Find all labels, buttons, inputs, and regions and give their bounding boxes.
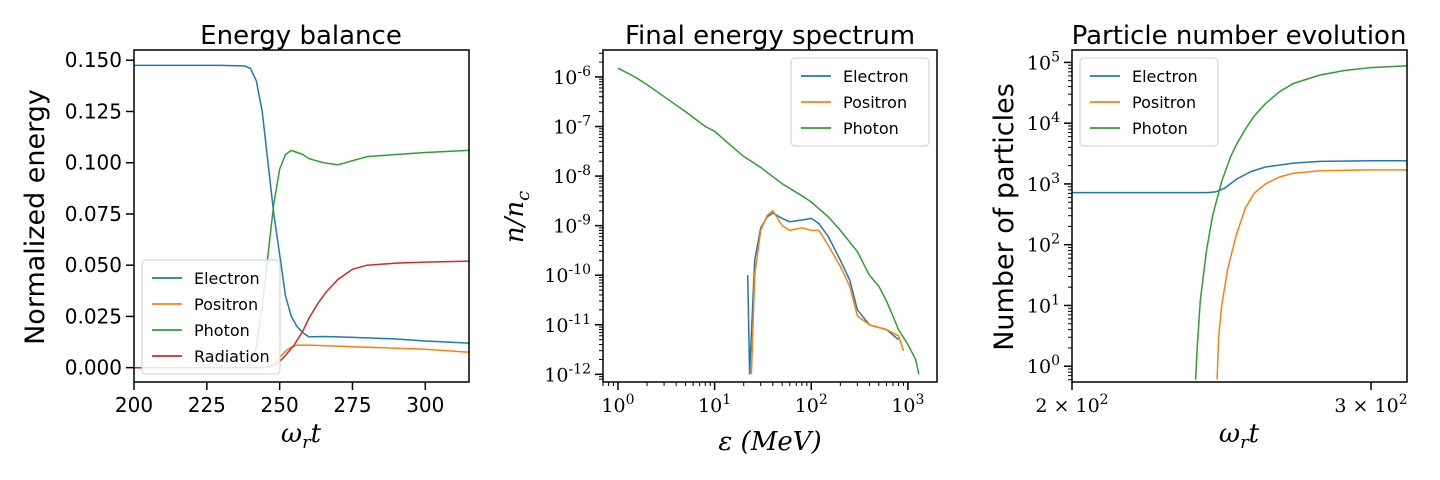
panel-3: 2 × 102 3 × 102 100 101 102 103 104 105 Electron… bbox=[1027, 49, 1408, 417]
legend-label-photon: Photon bbox=[843, 119, 899, 138]
x-tick-label: 225 bbox=[188, 393, 226, 417]
x-tick-label: 3 × 102 bbox=[1334, 392, 1407, 417]
legend-label-electron: Electron bbox=[194, 269, 260, 288]
series-line-electron bbox=[1072, 160, 1407, 194]
y-tick-label: 10-10 bbox=[544, 262, 591, 287]
y-tick-label: 101 bbox=[1027, 292, 1060, 317]
y-tick-label: 10-9 bbox=[553, 213, 591, 238]
legend: Electron Positron Photon bbox=[1079, 57, 1219, 147]
particle-number-title: Particle number evolution bbox=[1072, 21, 1407, 51]
legend-label-positron: Positron bbox=[1132, 93, 1196, 112]
y-tick-label: 103 bbox=[1027, 171, 1060, 196]
energy-spectrum-title: Final energy spectrum bbox=[625, 21, 915, 51]
y-tick-label: 10-7 bbox=[553, 114, 591, 139]
x-tick-label: 200 bbox=[115, 393, 153, 417]
legend-box bbox=[790, 57, 930, 147]
legend-label-radiation: Radiation bbox=[194, 347, 270, 366]
x-tick-label: 300 bbox=[406, 393, 444, 417]
energy-balance-ylabel: Normalized energy bbox=[20, 89, 51, 345]
x-tick-label: 103 bbox=[891, 392, 924, 417]
legend: Electron Positron Photon Radiation bbox=[141, 259, 281, 375]
legend-label-photon: Photon bbox=[1132, 119, 1188, 138]
spectrum-xlabel: ε (MeV) bbox=[718, 427, 821, 457]
y-tick-label: 105 bbox=[1027, 49, 1060, 74]
legend-box bbox=[141, 259, 281, 375]
y-tick-label: 102 bbox=[1027, 232, 1060, 257]
x-tick-label: 101 bbox=[698, 392, 731, 417]
legend-label-photon: Photon bbox=[194, 321, 250, 340]
legend-label-positron: Positron bbox=[843, 93, 907, 112]
axes-frame bbox=[602, 49, 938, 383]
y-tick-label: 0.075 bbox=[65, 202, 122, 226]
legend-label-positron: Positron bbox=[194, 295, 258, 314]
series-line-photon bbox=[617, 67, 920, 375]
particle-number-ylabel: Number of particles bbox=[989, 83, 1020, 351]
y-tick-label: 0.100 bbox=[65, 151, 122, 175]
series-line-photon bbox=[1194, 65, 1407, 380]
energy-balance-title: Energy balance bbox=[200, 21, 402, 51]
legend-box bbox=[1079, 57, 1219, 147]
spectrum-ylabel: n/nc bbox=[500, 191, 534, 243]
legend-label-electron: Electron bbox=[1132, 67, 1198, 86]
y-tick-label: 0.000 bbox=[65, 356, 122, 380]
series-line-positron bbox=[1216, 169, 1407, 380]
particle-number-xlabel: ωrt bbox=[1219, 419, 1260, 453]
y-tick-label: 10-12 bbox=[544, 361, 591, 386]
y-tick-label: 100 bbox=[1027, 353, 1060, 378]
panel-1: 200 225 250 275 300 0.000 0.025 0.050 0.075 0.100… bbox=[65, 48, 470, 417]
y-tick-label: 0.050 bbox=[65, 253, 122, 277]
y-tick-label: 104 bbox=[1027, 110, 1060, 135]
y-tick-label: 10-8 bbox=[553, 163, 591, 188]
y-tick-label: 10-6 bbox=[553, 64, 591, 89]
y-tick-label: 0.125 bbox=[65, 99, 122, 123]
x-tick-label: 102 bbox=[795, 392, 828, 417]
panel-2: 100 101 102 103 10-12 10-11 10-10 10-9 10-8 10-7 1… bbox=[544, 49, 938, 417]
x-tick-label: 100 bbox=[601, 392, 634, 417]
series-line-electron bbox=[134, 64, 469, 344]
y-tick-label: 0.025 bbox=[65, 304, 122, 328]
y-tick-label: 0.150 bbox=[65, 48, 122, 72]
legend-label-electron: Electron bbox=[843, 67, 909, 86]
series-line-positron bbox=[750, 209, 905, 375]
x-tick-label: 250 bbox=[261, 393, 299, 417]
x-tick-label: 2 × 102 bbox=[1035, 392, 1108, 417]
y-tick-label: 10-11 bbox=[544, 312, 591, 337]
x-tick-label: 275 bbox=[333, 393, 371, 417]
energy-balance-xlabel: ωrt bbox=[281, 419, 322, 453]
axes-frame bbox=[133, 49, 470, 383]
legend: Electron Positron Photon bbox=[790, 57, 930, 147]
